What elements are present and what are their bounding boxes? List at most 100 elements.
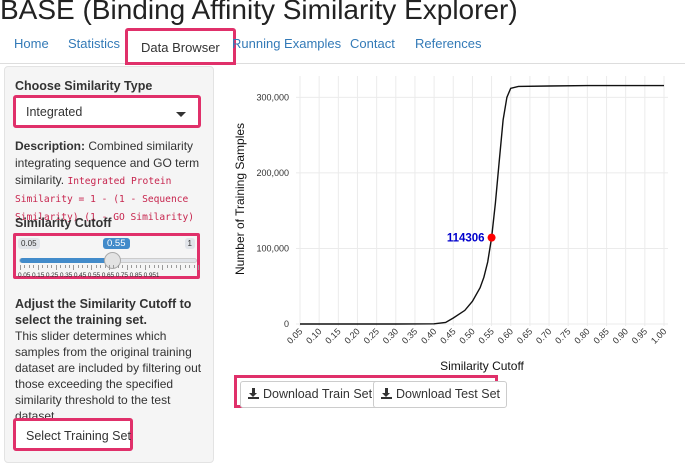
- tab-data-browser[interactable]: Data Browser: [125, 28, 236, 65]
- similarity-description: Description: Combined similarity integra…: [15, 138, 210, 226]
- slider-tick: [82, 265, 84, 268]
- slider-tick: [180, 265, 182, 270]
- download-icon: [248, 388, 259, 399]
- slider-tick: [140, 265, 142, 268]
- tab-running-examples[interactable]: Running Examples: [232, 36, 342, 51]
- x-tick-label: 0.40: [419, 326, 438, 345]
- slider-tick: [55, 265, 57, 270]
- x-tick-label: 0.05: [285, 326, 304, 345]
- x-tick-label: 0.70: [534, 326, 553, 345]
- x-axis-title: Similarity Cutoff: [440, 359, 524, 373]
- slider-tick: [51, 265, 53, 268]
- download-train-button[interactable]: Download Train Set: [240, 381, 380, 408]
- slider-value-label: 0.55: [103, 238, 130, 249]
- x-tick-label: 0.25: [362, 326, 381, 345]
- slider-tick: [153, 265, 155, 268]
- slider-tick: [193, 265, 195, 268]
- similarity-type-label: Choose Similarity Type: [15, 79, 153, 93]
- highlight-point-label: 114306: [447, 233, 485, 245]
- x-tick-label: 0.30: [381, 326, 400, 345]
- highlight-point: [487, 233, 496, 242]
- slider-grid-labels: 0.05 0.15 0.25 0.35 0.45 0.55 0.65 0.75 …: [18, 272, 160, 279]
- caret-down-icon: [176, 112, 186, 117]
- x-tick-label: 0.15: [323, 326, 342, 345]
- slider-tick: [149, 265, 151, 268]
- similarity-cutoff-label: Similarity Cutoff: [15, 216, 112, 230]
- similarity-cutoff-slider[interactable]: 0.05 0.55 1 0.05 0.15 0.25 0.35 0.45 0.5…: [13, 233, 200, 279]
- x-tick-label: 0.55: [477, 326, 496, 345]
- slider-tick: [135, 265, 137, 268]
- slider-handle[interactable]: [104, 252, 121, 269]
- download-icon: [381, 388, 392, 399]
- slider-tick: [100, 265, 102, 268]
- slider-tick: [68, 265, 70, 268]
- slider-tick: [64, 265, 66, 268]
- download-train-label: Download Train Set: [263, 387, 373, 401]
- slider-tick: [86, 265, 88, 268]
- slider-tick: [73, 265, 75, 270]
- adjust-cutoff-help: Adjust the Similarity Cutoff to select t…: [15, 296, 210, 424]
- y-tick-label: 100,000: [256, 243, 289, 253]
- y-tick-label: 300,000: [256, 92, 289, 102]
- slider-tick: [175, 265, 177, 268]
- slider-tick: [131, 265, 133, 268]
- slider-tick: [171, 265, 173, 268]
- x-tick-label: 0.90: [611, 326, 630, 345]
- slider-fill: [20, 258, 112, 263]
- slider-tick: [42, 265, 44, 268]
- slider-tick: [60, 265, 62, 268]
- slider-tick: [33, 265, 35, 268]
- slider-tick: [198, 265, 199, 270]
- sidebar-panel: Choose Similarity Type Integrated Descri…: [4, 66, 214, 463]
- slider-tick: [24, 265, 26, 268]
- slider-tick: [37, 265, 39, 270]
- description-formula: Integrated Protein Similarity = 1 - (1 -…: [15, 176, 195, 223]
- description-text: Combined similarity integrating sequence…: [15, 139, 200, 187]
- slider-tick: [184, 265, 186, 268]
- download-test-button[interactable]: Download Test Set: [373, 381, 507, 408]
- y-tick-label: 200,000: [256, 168, 289, 178]
- similarity-type-select[interactable]: Integrated: [13, 95, 201, 128]
- x-tick-label: 0.80: [572, 326, 591, 345]
- x-tick-label: 0.10: [304, 326, 323, 345]
- adjust-text: This slider determines which samples fro…: [15, 329, 202, 423]
- slider-ticks: [20, 265, 199, 271]
- slider-tick: [109, 265, 110, 270]
- x-tick-label: 0.75: [553, 326, 572, 345]
- slider-tick: [77, 265, 79, 268]
- y-axis-title: Number of Training Samples: [233, 123, 247, 275]
- download-test-label: Download Test Set: [396, 387, 500, 401]
- slider-tick: [46, 265, 48, 268]
- slider-tick: [126, 265, 128, 270]
- slider-tick: [20, 265, 21, 270]
- slider-tick: [91, 265, 93, 270]
- x-tick-label: 0.45: [438, 326, 457, 345]
- x-tick-label: 0.20: [342, 326, 361, 345]
- slider-tick: [122, 265, 124, 268]
- x-tick-label: 0.95: [630, 326, 649, 345]
- slider-tick: [144, 265, 146, 270]
- slider-tick: [104, 265, 106, 268]
- x-tick-label: 0.50: [457, 326, 476, 345]
- select-training-set-button[interactable]: Select Training Set: [13, 418, 133, 451]
- x-tick-label: 1.00: [649, 326, 668, 345]
- slider-tick: [166, 265, 168, 268]
- x-tick-label: 0.85: [591, 326, 610, 345]
- similarity-type-value: Integrated: [26, 105, 83, 119]
- tab-statistics[interactable]: Statistics: [68, 36, 121, 51]
- download-buttons-group: Download Train Set Download Test Set: [234, 375, 507, 408]
- tab-contact[interactable]: Contact: [350, 36, 395, 51]
- slider-tick: [157, 265, 159, 268]
- slider-tick: [162, 265, 164, 270]
- slider-max-label: 1: [184, 238, 195, 249]
- slider-tick: [117, 265, 119, 268]
- series-line: [300, 84, 664, 325]
- x-tick-label: 0.60: [496, 326, 515, 345]
- main-nav: Home Statistics Data Browser Running Exa…: [0, 28, 685, 65]
- slider-tick: [113, 265, 115, 268]
- tab-references[interactable]: References: [415, 36, 482, 51]
- adjust-heading: Adjust the Similarity Cutoff to select t…: [15, 297, 192, 327]
- tab-home[interactable]: Home: [14, 36, 49, 51]
- x-tick-label: 0.35: [400, 326, 419, 345]
